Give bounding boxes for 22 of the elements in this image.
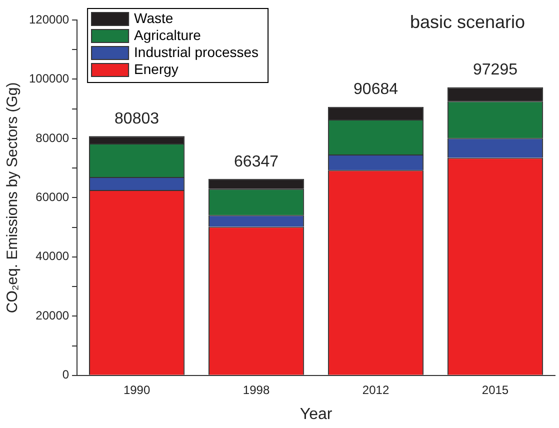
x-axis-title: Year xyxy=(300,406,333,423)
legend-label: Industrial processes xyxy=(134,44,259,60)
y-tick-label: 20000 xyxy=(36,308,70,322)
x-tick-label: 1998 xyxy=(242,382,270,397)
legend-label: Agricalture xyxy=(134,26,202,43)
total-label: 90684 xyxy=(354,81,398,98)
total-label: 80803 xyxy=(114,110,160,128)
y-tick-label: 100000 xyxy=(28,72,70,86)
legend-label: Energy xyxy=(134,60,178,77)
x-tick-label: 2015 xyxy=(482,382,509,397)
y-tick-label: 80000 xyxy=(36,130,70,145)
y-tick-label: 40000 xyxy=(36,249,70,264)
annotation: basic scenario xyxy=(410,12,525,32)
y-tick-label: 60000 xyxy=(36,190,70,204)
x-tick-label: 1990 xyxy=(123,382,150,397)
y-tick-label: 120000 xyxy=(28,12,70,26)
total-label: 66347 xyxy=(234,153,279,170)
legend-label: Waste xyxy=(134,10,174,26)
y-tick-label: 0 xyxy=(62,368,70,382)
total-label: 97295 xyxy=(473,62,518,79)
y-axis-title: CO₂eq. Emissions by Sectors (Gg) xyxy=(4,82,22,314)
x-tick-label: 2012 xyxy=(362,382,390,397)
